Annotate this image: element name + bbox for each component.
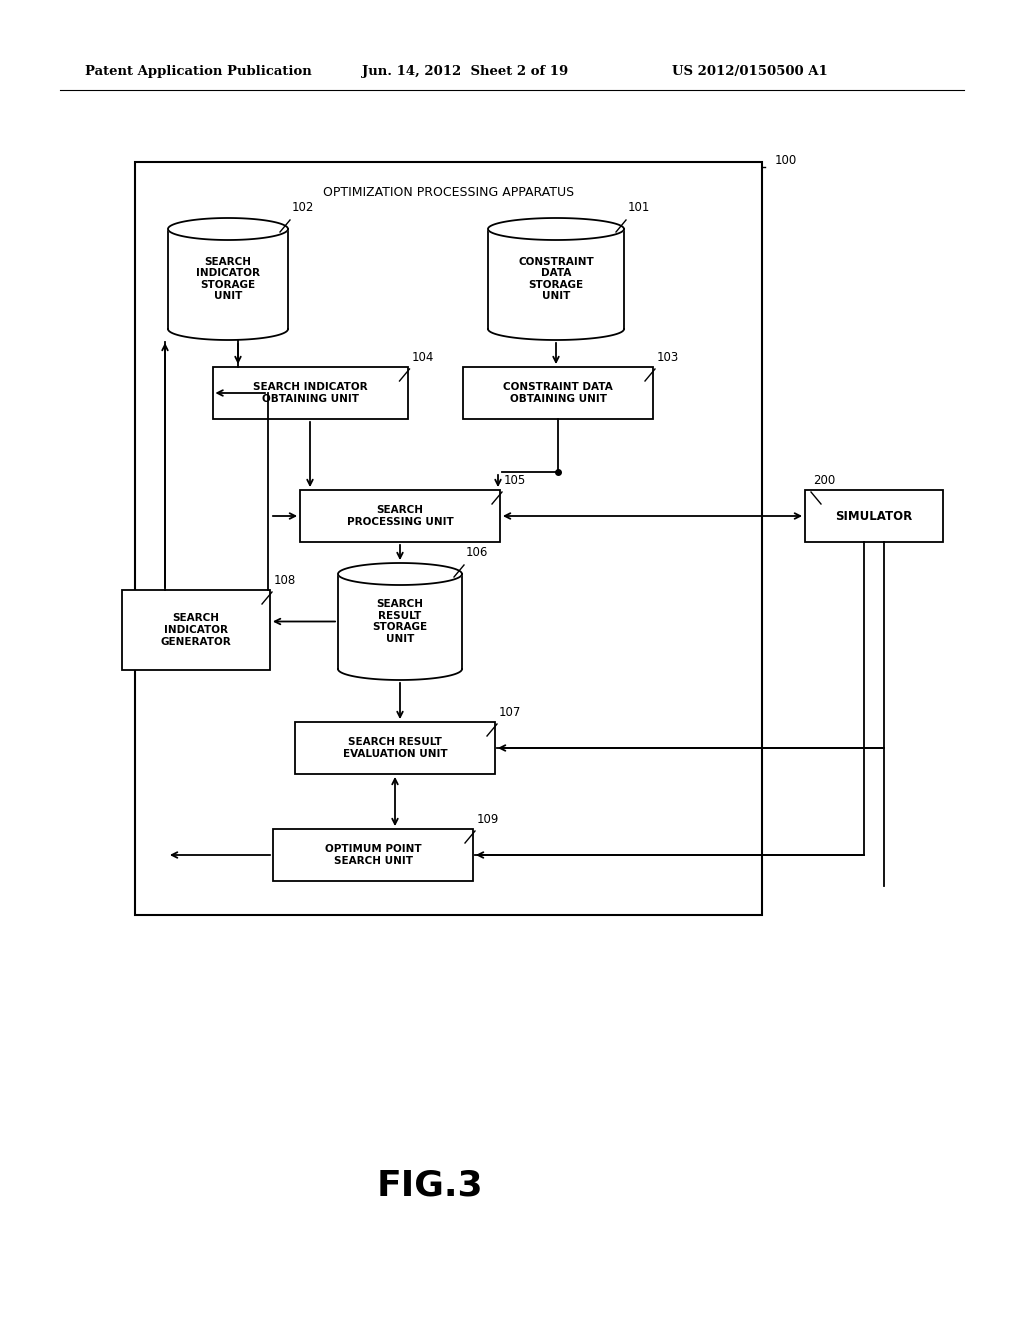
Text: Patent Application Publication: Patent Application Publication — [85, 66, 311, 78]
Bar — [295, 722, 495, 774]
Text: SEARCH
PROCESSING UNIT: SEARCH PROCESSING UNIT — [347, 506, 454, 527]
Text: OPTIMUM POINT
SEARCH UNIT: OPTIMUM POINT SEARCH UNIT — [325, 845, 421, 866]
Text: 103: 103 — [657, 351, 679, 364]
Text: 108: 108 — [274, 574, 296, 587]
Text: 106: 106 — [466, 546, 488, 558]
Polygon shape — [338, 564, 462, 585]
Text: 100: 100 — [775, 154, 798, 168]
Text: SEARCH
INDICATOR
GENERATOR: SEARCH INDICATOR GENERATOR — [161, 614, 231, 647]
Text: SEARCH INDICATOR
OBTAINING UNIT: SEARCH INDICATOR OBTAINING UNIT — [253, 383, 368, 404]
Text: CONSTRAINT DATA
OBTAINING UNIT: CONSTRAINT DATA OBTAINING UNIT — [503, 383, 613, 404]
Text: SEARCH
INDICATOR
STORAGE
UNIT: SEARCH INDICATOR STORAGE UNIT — [196, 256, 260, 301]
Bar — [122, 590, 270, 671]
Bar — [213, 367, 408, 418]
Bar — [488, 228, 624, 329]
Text: 104: 104 — [412, 351, 434, 364]
Bar — [300, 490, 500, 543]
Bar — [168, 228, 288, 329]
Bar — [463, 367, 653, 418]
Text: SEARCH
RESULT
STORAGE
UNIT: SEARCH RESULT STORAGE UNIT — [373, 599, 428, 644]
Bar — [805, 490, 943, 543]
Text: 200: 200 — [813, 474, 836, 487]
Text: SIMULATOR: SIMULATOR — [836, 510, 912, 523]
Text: 109: 109 — [477, 813, 500, 826]
Polygon shape — [488, 218, 624, 240]
Text: 102: 102 — [292, 201, 314, 214]
Text: Jun. 14, 2012  Sheet 2 of 19: Jun. 14, 2012 Sheet 2 of 19 — [362, 66, 568, 78]
Bar — [338, 574, 462, 669]
Text: CONSTRAINT
DATA
STORAGE
UNIT: CONSTRAINT DATA STORAGE UNIT — [518, 256, 594, 301]
Bar — [273, 829, 473, 880]
Text: US 2012/0150500 A1: US 2012/0150500 A1 — [672, 66, 827, 78]
Text: OPTIMIZATION PROCESSING APPARATUS: OPTIMIZATION PROCESSING APPARATUS — [323, 186, 574, 198]
Text: SEARCH RESULT
EVALUATION UNIT: SEARCH RESULT EVALUATION UNIT — [343, 737, 447, 759]
Text: 107: 107 — [499, 706, 521, 719]
Polygon shape — [168, 218, 288, 240]
Text: 101: 101 — [628, 201, 650, 214]
Text: FIG.3: FIG.3 — [377, 1168, 483, 1203]
Bar — [135, 162, 762, 915]
Text: 105: 105 — [504, 474, 526, 487]
